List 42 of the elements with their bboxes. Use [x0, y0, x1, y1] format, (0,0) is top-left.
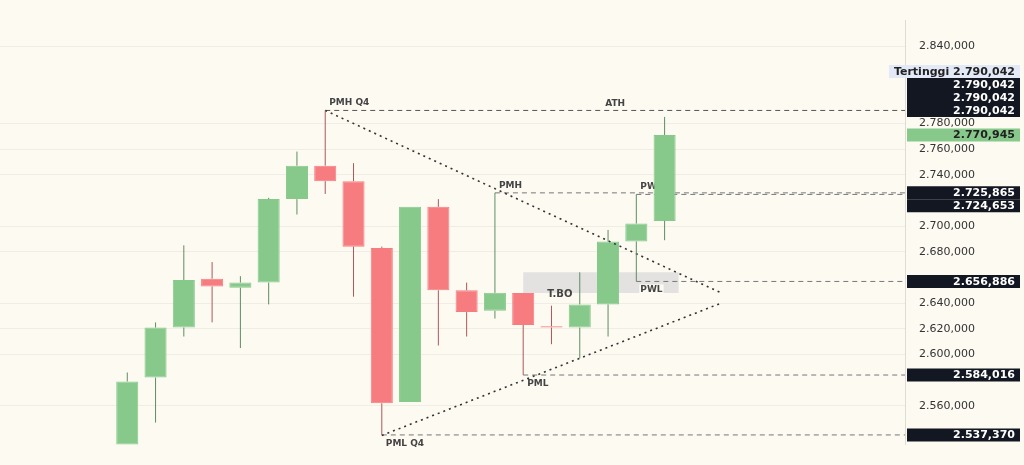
candlestick — [314, 109, 337, 195]
y-tick-label: 2.840,000 — [919, 39, 975, 53]
text: 2.724,653 — [953, 199, 1015, 213]
y-tick-label: 2.640,000 — [919, 295, 975, 309]
text: 2.770,945 — [953, 128, 1015, 142]
candlestick — [370, 247, 393, 436]
y-tick-label: 2.600,000 — [919, 347, 975, 361]
annotation: Tertinggi 2.790,042 — [893, 64, 1015, 78]
text: 2.790,042 — [953, 103, 1015, 117]
candlestick — [483, 192, 506, 320]
candlestick — [512, 293, 535, 376]
candlestick — [229, 275, 252, 349]
candlestick — [342, 162, 365, 298]
ref-line-label: PML Q4 — [385, 437, 425, 448]
band-label: T.BO — [547, 287, 573, 299]
candlestick — [455, 282, 478, 338]
text: 2.537,370 — [953, 428, 1016, 442]
y-tick-label: 2.740,000 — [919, 167, 975, 181]
text: 2.725,865 — [953, 186, 1015, 200]
ref-line-label: PMH — [498, 179, 523, 190]
text: 2.584,016 — [953, 368, 1016, 382]
ref-line-label: PWL — [640, 284, 663, 295]
y-tick-label: 2.760,000 — [919, 141, 975, 155]
candlestick — [172, 244, 195, 338]
y-tick-label: 2.700,000 — [919, 218, 975, 232]
candlestick — [597, 229, 620, 338]
ref-line-label: PML — [527, 377, 549, 388]
candlestick — [625, 193, 648, 282]
annotation: ATH — [605, 98, 626, 109]
candlestick — [116, 371, 139, 445]
text: 2.790,042 — [953, 90, 1015, 104]
text: 2.790,042 — [953, 77, 1015, 91]
candlestick — [427, 198, 450, 347]
y-tick-label: 2.560,000 — [919, 398, 975, 412]
y-tick-label: 2.780,000 — [919, 116, 975, 130]
candlestick — [653, 116, 676, 241]
y-tick-label: 2.620,000 — [919, 321, 975, 335]
y-tick-label: 2.680,000 — [919, 244, 975, 258]
text: 2.656,886 — [953, 274, 1016, 288]
candlestick — [144, 321, 167, 424]
candlestick — [285, 151, 308, 216]
ref-line-label: PMH Q4 — [329, 97, 370, 108]
